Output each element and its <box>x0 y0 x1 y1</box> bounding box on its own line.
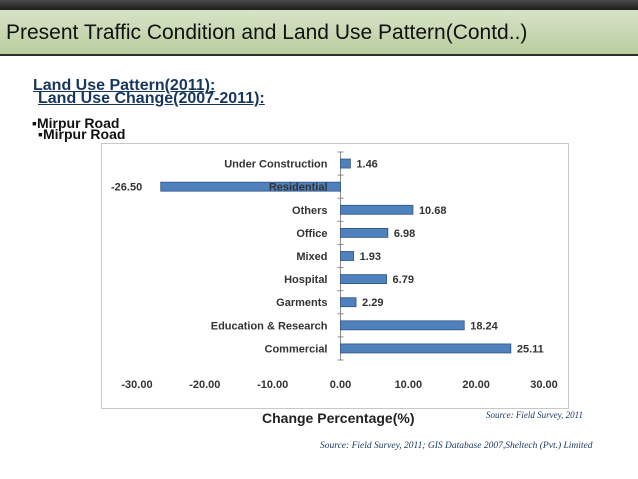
data-label: 1.46 <box>356 159 377 171</box>
source-note-small: Source: Field Survey, 2011 <box>486 410 583 420</box>
x-tick-label: -30.00 <box>121 379 152 391</box>
category-label: Garments <box>276 297 327 309</box>
bullet-mirpur-road-back: ▪Mirpur Road <box>32 115 120 131</box>
x-tick-label: 30.00 <box>530 379 558 391</box>
data-label: 6.79 <box>393 274 414 286</box>
data-label: 6.98 <box>394 228 415 240</box>
x-tick-label: 10.00 <box>395 379 423 391</box>
x-tick-label: -10.00 <box>257 379 288 391</box>
category-label: Hospital <box>284 274 327 286</box>
data-label: 18.24 <box>470 320 498 332</box>
subtitle-land-use-pattern: Land Use Pattern(2011): <box>33 77 216 94</box>
data-label: 10.68 <box>419 205 447 217</box>
bar <box>340 204 414 215</box>
bar <box>340 274 387 285</box>
x-tick-label: 0.00 <box>330 379 351 391</box>
chart-area: -30.00 -20.00 -10.00 0.00 10.00 20.00 30.00 Com… <box>101 143 569 409</box>
source-note-bottom: Source: Field Survey, 2011; GIS Database… <box>320 441 593 451</box>
data-label: 2.29 <box>362 297 383 309</box>
x-tick-label: -20.00 <box>189 379 220 391</box>
subtitle-land-use-change: Land Use Change(2007-2011): <box>38 90 265 107</box>
data-label: 1.93 <box>360 251 381 263</box>
category-label: Office <box>296 228 327 240</box>
x-axis-label: Change Percentage(%) <box>262 410 415 426</box>
bar <box>160 181 341 192</box>
bullet-mirpur-road-front: ▪Mirpur Road <box>38 126 126 142</box>
data-label: -26.50 <box>111 182 142 194</box>
data-label: 25.11 <box>517 343 544 355</box>
bar <box>340 320 465 331</box>
category-label: Under Construction <box>224 159 328 171</box>
x-tick-label: 20.00 <box>462 379 490 391</box>
bar <box>340 251 354 261</box>
land-use-change-chart: -30.00 -20.00 -10.00 0.00 10.00 20.00 30.00 Com… <box>111 151 558 391</box>
category-label: Others <box>292 205 327 217</box>
category-label: Education & Research <box>211 320 328 332</box>
bar <box>340 297 357 308</box>
category-label: Commercial <box>265 343 328 355</box>
category-label: Residential <box>269 182 328 194</box>
slide-top-bar <box>0 0 638 10</box>
slide-title-bar <box>0 10 638 56</box>
bar <box>340 343 512 354</box>
bar <box>340 227 389 238</box>
category-label: Mixed <box>296 251 327 263</box>
slide-title: Present Traffic Condition and Land Use P… <box>6 21 528 44</box>
bar <box>340 158 351 169</box>
